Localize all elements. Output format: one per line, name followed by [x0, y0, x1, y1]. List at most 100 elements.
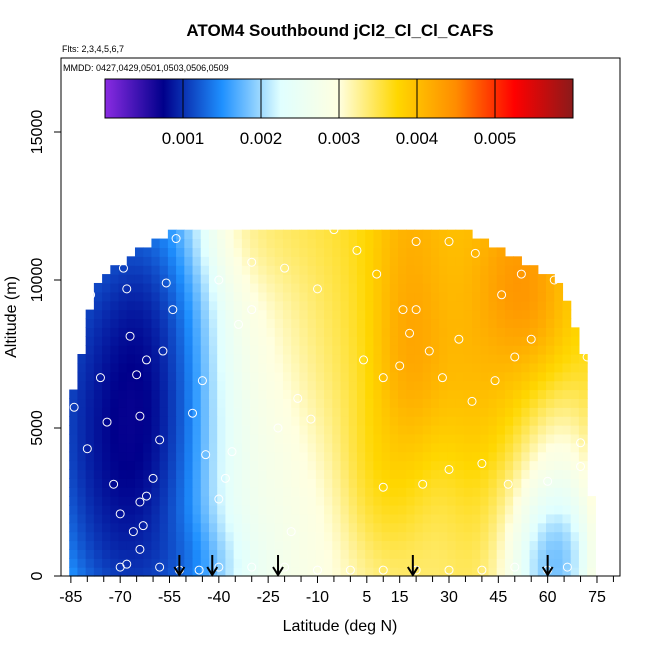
heatmap-cell [93, 389, 103, 399]
heatmap-cell [217, 478, 227, 488]
heatmap-cell [102, 291, 111, 302]
heatmap-cell [102, 362, 111, 373]
heatmap-cell [167, 407, 177, 417]
observation-point [378, 373, 388, 383]
heatmap-cell [365, 558, 374, 568]
heatmap-cell [250, 300, 259, 311]
heatmap-cell [266, 362, 276, 373]
heatmap-cell [562, 380, 572, 391]
heatmap-cell [258, 362, 268, 373]
observation-point [510, 352, 520, 362]
heatmap-cell [274, 469, 284, 479]
heatmap-cell [233, 291, 243, 302]
heatmap-cell [356, 407, 366, 417]
heatmap-cell [414, 309, 424, 320]
heatmap-cell [422, 469, 432, 479]
heatmap-cell [389, 291, 399, 302]
heatmap-cell [208, 247, 218, 257]
heatmap-cell [340, 327, 350, 337]
heatmap-cell [356, 398, 366, 408]
heatmap-cell [307, 380, 317, 391]
heatmap-cell [332, 496, 342, 506]
heatmap-cell [332, 247, 342, 257]
heatmap-cell [324, 389, 333, 399]
heatmap-cell [134, 318, 144, 328]
heatmap-cell [570, 380, 580, 391]
heatmap-cell [521, 371, 531, 382]
heatmap-cell [184, 389, 194, 399]
heatmap-cell [463, 567, 473, 577]
heatmap-cell [192, 469, 202, 479]
heatmap-cell [587, 549, 596, 559]
heatmap-cell [77, 354, 87, 364]
heatmap-cell [398, 433, 407, 444]
heatmap-cell [315, 282, 325, 293]
heatmap-cell [389, 469, 399, 479]
heatmap-cell [208, 531, 218, 542]
heatmap-cell [241, 504, 251, 515]
heatmap-cell [578, 371, 588, 382]
heatmap-cell [192, 274, 202, 284]
y-axis-label: Altitude (m) [3, 276, 20, 358]
heatmap-cell [554, 567, 564, 577]
heatmap-cell [356, 274, 366, 284]
heatmap-cell [241, 478, 251, 488]
heatmap-cell [315, 300, 325, 311]
heatmap-cell [513, 513, 522, 524]
heatmap-cell [184, 336, 194, 346]
heatmap-cell [93, 354, 103, 364]
heatmap-cell [472, 416, 481, 426]
heatmap-cell [529, 345, 539, 355]
heatmap-cell [167, 345, 177, 355]
heatmap-cell [233, 451, 243, 462]
heatmap-cell [208, 513, 218, 524]
heatmap-cell [348, 300, 358, 311]
heatmap-cell [348, 345, 358, 355]
heatmap-cell [299, 238, 309, 249]
heatmap-cell [332, 291, 342, 302]
heatmap-cell [217, 265, 227, 275]
observation-point [418, 479, 428, 489]
heatmap-cell [159, 451, 169, 462]
heatmap-cell [77, 504, 87, 515]
heatmap-cell [398, 309, 407, 320]
heatmap-cell [134, 416, 144, 426]
heatmap-cell [299, 407, 309, 417]
heatmap-cell [348, 451, 358, 462]
heatmap-cell [315, 416, 325, 426]
heatmap-cell [447, 478, 457, 488]
heatmap-cell [118, 336, 128, 346]
observation-point [454, 334, 464, 344]
heatmap-cell [389, 531, 399, 542]
heatmap-cell [488, 460, 498, 471]
heatmap-cell [381, 433, 391, 444]
observation-point [220, 473, 230, 483]
heatmap-cell [389, 522, 399, 533]
heatmap-cell [578, 380, 588, 391]
heatmap-cell [299, 451, 309, 462]
heatmap-cell [488, 558, 498, 568]
heatmap-cell [496, 460, 506, 471]
heatmap-cell [463, 469, 473, 479]
heatmap-cell [102, 407, 111, 417]
heatmap-cell [340, 531, 350, 542]
heatmap-cell [217, 487, 227, 497]
heatmap-cell [93, 478, 103, 488]
heatmap-cell [250, 229, 259, 240]
heatmap-cell [472, 496, 481, 506]
heatmap-cell [480, 380, 490, 391]
heatmap-cell [554, 522, 564, 533]
heatmap-cell [463, 309, 473, 320]
heatmap-cell [110, 513, 120, 524]
heatmap-cell [282, 265, 292, 275]
heatmap-cell [299, 522, 309, 533]
heatmap-cell [496, 282, 506, 293]
heatmap-cell [102, 309, 111, 320]
heatmap-cell [225, 274, 235, 284]
heatmap-cell [439, 496, 448, 506]
heatmap-cell [233, 229, 243, 240]
heatmap-cell [496, 469, 506, 479]
heatmap-cell [463, 522, 473, 533]
observation-point [197, 376, 207, 386]
heatmap-cell [93, 362, 103, 373]
